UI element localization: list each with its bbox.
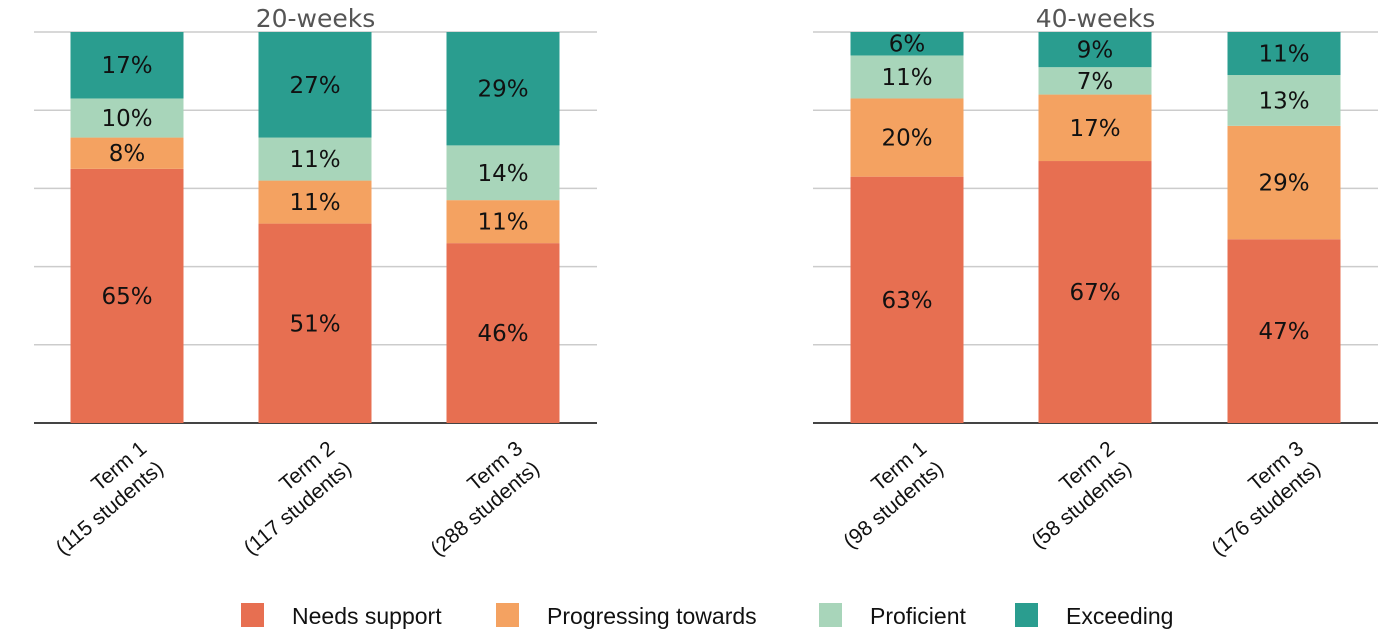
legend-swatch — [241, 603, 264, 627]
bar-segment-proficient — [850, 55, 964, 99]
x-tick-label: Term 2(117 students) — [239, 437, 355, 560]
bar-segment-proficient — [70, 98, 184, 138]
data-label: 27% — [289, 73, 340, 99]
data-label: 10% — [101, 106, 152, 132]
data-label: 29% — [1258, 171, 1309, 197]
bar-segment-exceeding — [446, 32, 560, 146]
bar-segment-proficient — [1038, 67, 1152, 95]
data-label: 20% — [881, 126, 932, 152]
data-label: 51% — [289, 311, 340, 337]
bar-segment-needs-support — [1227, 239, 1341, 423]
chart-title: 40-weeks — [1036, 4, 1156, 33]
bar-segment-progressing-towards — [1227, 125, 1341, 240]
x-tick-label: Term 3(176 students) — [1207, 437, 1325, 561]
legend-swatch — [496, 603, 519, 627]
bar-segment-exceeding — [850, 32, 964, 56]
legend-swatch — [819, 603, 842, 627]
legend-label: Progressing towards — [547, 603, 757, 629]
data-label: 11% — [477, 210, 528, 236]
chart-title: 20-weeks — [256, 4, 376, 33]
bar-segment-progressing-towards — [70, 137, 184, 169]
x-tick-label: Term 3(288 students) — [426, 437, 544, 561]
x-tick-label: Term 1(115 students) — [51, 437, 167, 560]
chart-panel-1: 20-weeks 65% 8% 10% 17% Term 1(115 students) 5… — [34, 4, 597, 561]
data-label: 47% — [1258, 319, 1309, 345]
data-label: 29% — [477, 77, 528, 103]
bar-segment-progressing-towards — [1038, 94, 1152, 162]
bar-segment-progressing-towards — [850, 98, 964, 177]
data-label: 9% — [1077, 38, 1114, 64]
data-label: 7% — [1077, 69, 1114, 95]
bar-segment-proficient — [1227, 75, 1341, 126]
bar-segment-needs-support — [850, 176, 964, 423]
data-label: 11% — [1258, 42, 1309, 68]
x-tick-label: Term 2(58 students) — [1027, 437, 1136, 553]
data-label: 8% — [109, 141, 146, 167]
data-label: 65% — [101, 284, 152, 310]
bar-segment-progressing-towards — [446, 200, 560, 244]
data-label: 46% — [477, 321, 528, 347]
legend-label: Proficient — [870, 603, 966, 629]
data-label: 11% — [289, 147, 340, 173]
data-label: 11% — [881, 65, 932, 91]
data-label: 11% — [289, 190, 340, 216]
bar-segment-proficient — [446, 145, 560, 201]
bar-segment-needs-support — [258, 223, 372, 423]
bar-segment-needs-support — [1038, 161, 1152, 423]
bar-segment-exceeding — [1038, 32, 1152, 68]
bar-segment-exceeding — [70, 32, 184, 99]
bar-segment-needs-support — [446, 243, 560, 423]
bar-segment-exceeding — [1227, 32, 1341, 76]
legend-label: Exceeding — [1066, 603, 1173, 629]
legend-swatch — [1015, 603, 1038, 627]
bar-segment-proficient — [258, 137, 372, 181]
data-label: 14% — [477, 161, 528, 187]
legend: Needs support Progressing towards Proficie… — [241, 603, 1173, 629]
data-label: 17% — [101, 53, 152, 79]
bar-segment-exceeding — [258, 32, 372, 138]
data-label: 13% — [1258, 88, 1309, 114]
data-label: 67% — [1069, 280, 1120, 306]
x-tick-label: Term 1(98 students) — [839, 437, 948, 553]
data-label: 6% — [889, 32, 926, 58]
data-label: 17% — [1069, 116, 1120, 142]
legend-label: Needs support — [292, 603, 442, 629]
chart-panel-2: 40-weeks 63% 20% 11% 6% Term 1(98 students) 67… — [813, 4, 1378, 561]
bar-segment-needs-support — [70, 168, 184, 423]
data-label: 63% — [881, 288, 932, 314]
bar-segment-progressing-towards — [258, 180, 372, 224]
